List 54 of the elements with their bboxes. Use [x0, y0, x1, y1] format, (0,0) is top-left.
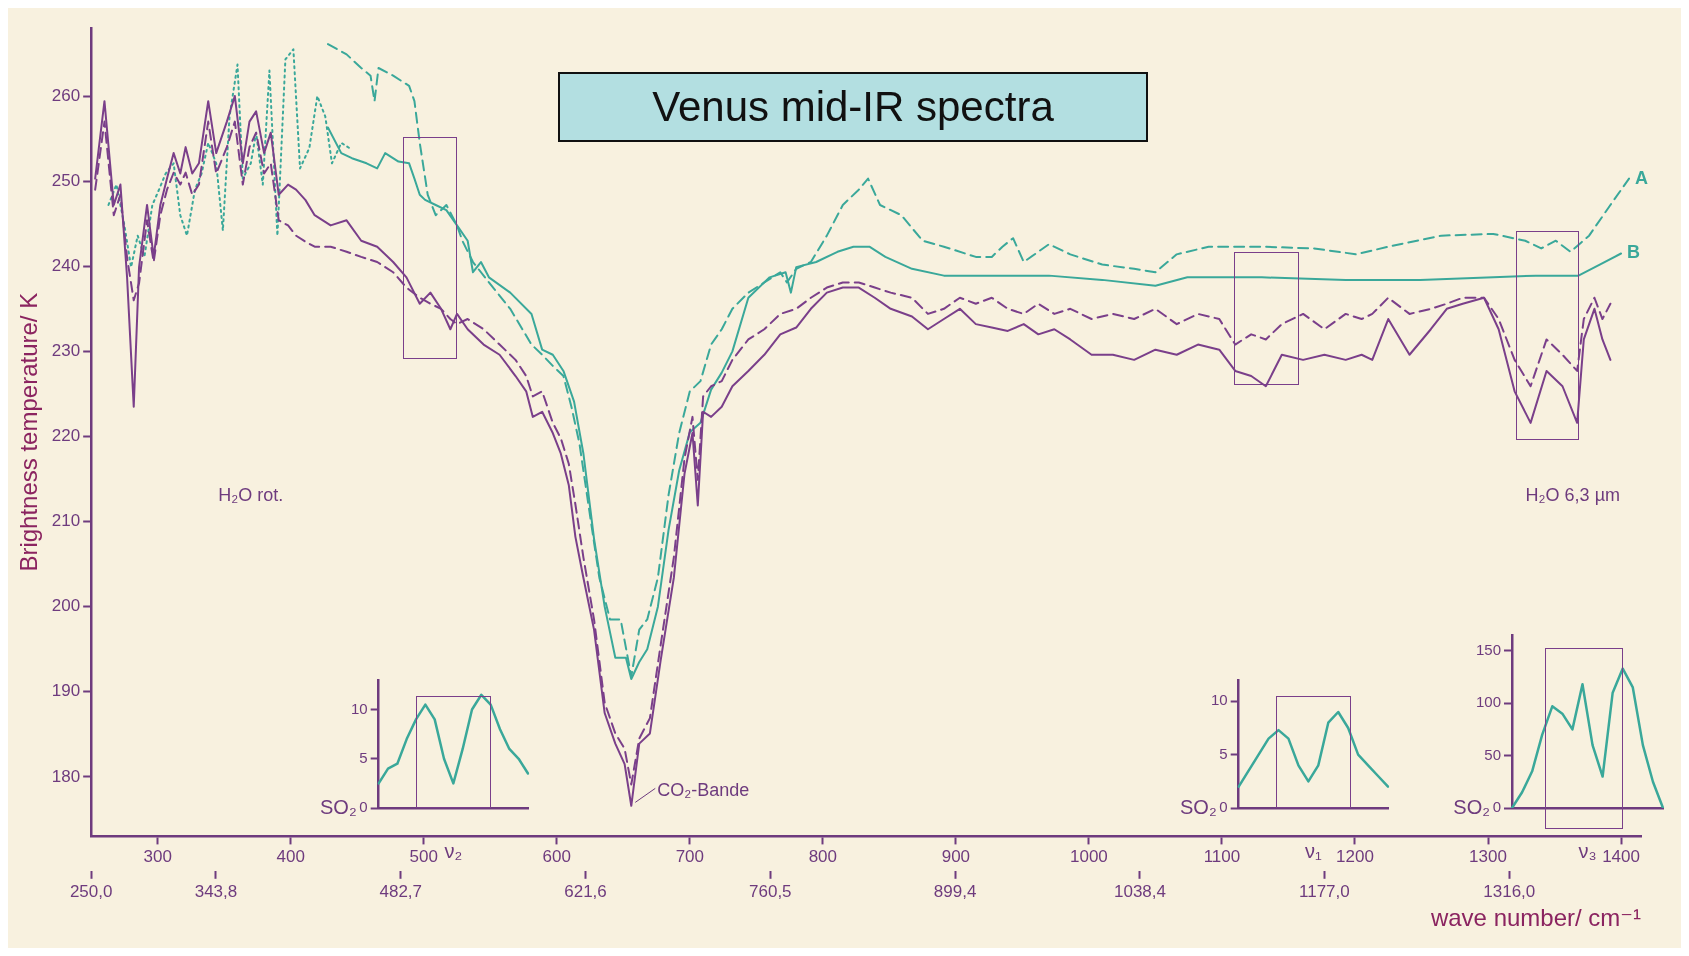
annotation: H₂O 6,3 µm [1525, 484, 1620, 505]
y-tick-label: 180 [51, 766, 81, 786]
x-tick-label: 1000 [1070, 847, 1108, 867]
x-tick-label: 1200 [1336, 847, 1374, 867]
x-axis-title: ν₃ [1578, 839, 1597, 862]
x-tick-label: 1300 [1469, 847, 1507, 867]
x-tick-label: 600 [542, 847, 571, 867]
x-tick-label: 400 [276, 847, 305, 867]
x2-tick-label: 482,7 [379, 881, 423, 901]
y-tick-label: 190 [51, 681, 81, 701]
y-tick-label: 5 [1219, 744, 1228, 762]
x2-tick-label: 250,0 [69, 881, 113, 901]
x-axis-title: ν₂ [444, 839, 463, 862]
y-tick-label: 200 [51, 596, 81, 616]
y-tick-label: 100 [1476, 693, 1502, 711]
x-tick-label: 300 [143, 847, 172, 867]
y-tick-label: 240 [51, 255, 81, 275]
y-tick-label: 0 [1219, 798, 1228, 816]
y-tick-label: 10 [1211, 691, 1228, 709]
y-axis-title: Brightness temperature/ K [15, 292, 43, 572]
y-tick-label: 210 [51, 511, 81, 531]
x-tick-label: 900 [941, 847, 971, 867]
x-tick-label: 800 [808, 847, 838, 867]
y-tick-label: 220 [51, 426, 81, 446]
y-tick-label: 50 [1484, 745, 1502, 763]
annotation: H₂O rot. [218, 484, 284, 505]
x-tick-label: 500 [409, 847, 438, 867]
y-tick-label: 230 [51, 341, 81, 361]
x-axis-title: ν₁ [1304, 839, 1322, 862]
y-tick-label: 0 [1492, 798, 1502, 816]
x-axis-title: wave number/ cm⁻¹ [1429, 904, 1641, 932]
x2-tick-label: 1316,0 [1483, 881, 1536, 901]
x-tick-label: 1400 [1602, 847, 1640, 867]
annotation: CO₂-Bande [657, 780, 750, 801]
y-tick-label: 250 [51, 170, 81, 190]
x2-tick-label: 1038,4 [1114, 881, 1166, 901]
y-tick-label: 150 [1476, 640, 1502, 658]
x2-tick-label: 899,4 [933, 881, 977, 901]
x2-tick-label: 760,5 [749, 881, 792, 901]
y-tick-label: 260 [51, 85, 81, 105]
y-tick-label: 0 [359, 798, 368, 816]
text: Venus mid-IR spectra [652, 83, 1054, 131]
x2-tick-label: 621,6 [564, 881, 607, 901]
y-axis-title: SO₂ [320, 795, 357, 818]
x-tick-label: 1100 [1203, 847, 1241, 867]
y-tick-label: 5 [359, 748, 368, 766]
y-axis-title: SO₂ [1453, 795, 1491, 818]
x2-tick-label: 1177,0 [1299, 881, 1350, 901]
series-label: B [1627, 242, 1641, 263]
series-label: A [1635, 167, 1649, 188]
y-tick-label: 10 [351, 699, 368, 717]
y-axis-title: SO₂ [1180, 795, 1217, 818]
x-tick-label: 700 [675, 847, 704, 867]
x2-tick-label: 343,8 [194, 881, 238, 901]
